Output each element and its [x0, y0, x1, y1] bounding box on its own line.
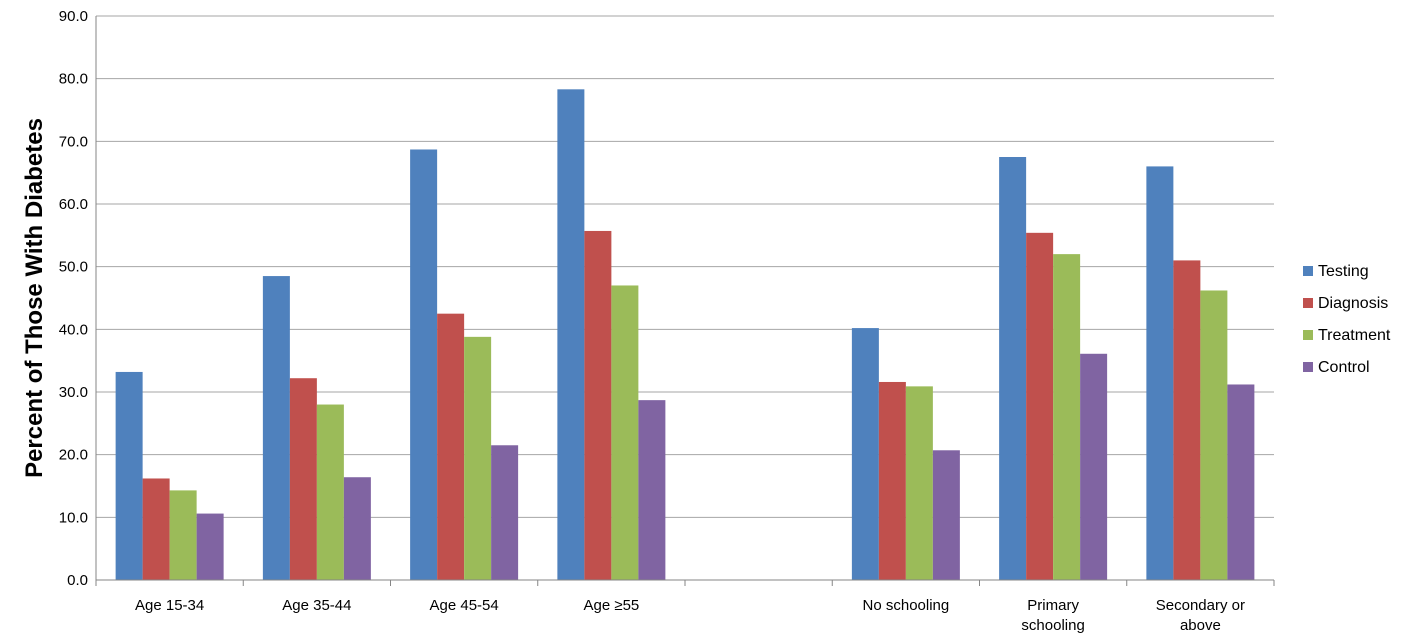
- bar-control: [1080, 353, 1108, 580]
- x-category-labels: Age 15-34 Age 35-44 Age 45-54 Age ≥55 No sch…: [135, 597, 1245, 634]
- legend-swatch-testing: [1303, 266, 1313, 276]
- bar-control: [491, 445, 519, 580]
- y-tick-label: 90.0: [59, 8, 88, 25]
- bar-treatment: [1053, 254, 1081, 580]
- bar-testing: [262, 276, 290, 580]
- x-category-label: Age 45-54: [430, 597, 499, 614]
- bar-control: [343, 477, 371, 580]
- bar-treatment: [316, 404, 344, 580]
- y-tick-label: 20.0: [59, 447, 88, 464]
- legend-swatch-control: [1303, 362, 1313, 372]
- legend-label-testing: Testing: [1318, 263, 1369, 280]
- x-category-label: Primary: [1027, 597, 1079, 614]
- x-category-label: Age 35-44: [282, 597, 351, 614]
- bar-control: [196, 513, 224, 580]
- bar-testing: [999, 157, 1027, 580]
- x-category-label: Secondary or: [1156, 597, 1245, 614]
- y-tick-label: 50.0: [59, 259, 88, 276]
- y-tick-label: 40.0: [59, 321, 88, 338]
- bar-testing: [115, 371, 143, 580]
- x-category-label: schooling: [1021, 617, 1084, 634]
- bar-diagnosis: [289, 378, 317, 580]
- bar-diagnosis: [142, 478, 170, 580]
- bar-control: [638, 400, 666, 580]
- y-tick-label: 0.0: [67, 572, 88, 589]
- bar-control: [1227, 384, 1255, 580]
- bar-treatment: [464, 336, 492, 580]
- y-tick-labels: 0.0 10.0 20.0 30.0 40.0 50.0 60.0 70.0 80.0 90.0: [59, 8, 88, 589]
- bars: [115, 89, 1255, 581]
- y-tick-label: 70.0: [59, 133, 88, 150]
- bar-diagnosis: [584, 230, 612, 581]
- bar-testing: [1146, 166, 1174, 580]
- bar-treatment: [611, 285, 639, 580]
- legend-label-diagnosis: Diagnosis: [1318, 295, 1388, 312]
- bar-control: [932, 450, 960, 580]
- bar-diagnosis: [1026, 232, 1054, 580]
- bar-treatment: [1200, 290, 1228, 580]
- y-tick-label: 60.0: [59, 196, 88, 213]
- legend-swatch-diagnosis: [1303, 298, 1313, 308]
- x-category-label: No schooling: [863, 597, 950, 614]
- y-axis-label: Percent of Those With Diabetes: [21, 118, 48, 478]
- legend: Testing Diagnosis Treatment Control: [1303, 263, 1391, 376]
- axes: [95, 16, 1275, 586]
- bar-testing: [851, 328, 879, 580]
- y-tick-label: 10.0: [59, 509, 88, 526]
- bar-testing: [557, 89, 585, 580]
- legend-swatch-treatment: [1303, 330, 1313, 340]
- bar-treatment: [169, 490, 197, 580]
- y-tick-label: 30.0: [59, 384, 88, 401]
- bar-diagnosis: [1173, 260, 1201, 580]
- legend-label-control: Control: [1318, 359, 1370, 376]
- x-category-label: above: [1180, 617, 1221, 634]
- x-category-label: Age ≥55: [583, 597, 639, 614]
- y-tick-label: 80.0: [59, 71, 88, 88]
- bar-diagnosis: [437, 313, 465, 580]
- bar-testing: [410, 149, 438, 581]
- x-category-label: Age 15-34: [135, 597, 204, 614]
- legend-label-treatment: Treatment: [1318, 327, 1391, 344]
- bar-diagnosis: [878, 381, 906, 580]
- bar-treatment: [905, 386, 933, 580]
